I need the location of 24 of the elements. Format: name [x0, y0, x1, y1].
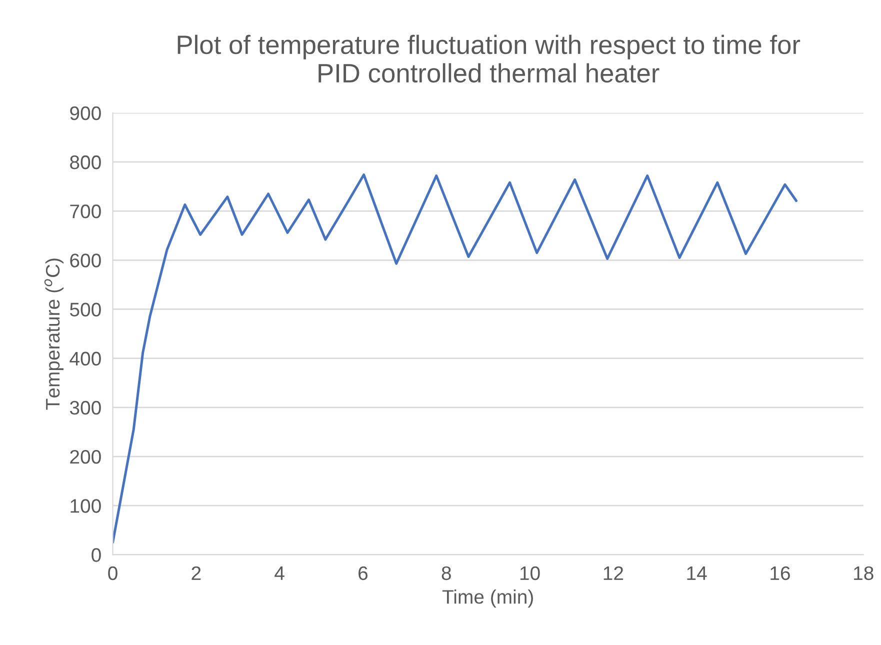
chart-title: Plot of temperature fluctuation with respect to time for PID controlled thermal heater [178, 34, 800, 83]
x-tick-label: 16 [770, 566, 790, 580]
x-tick-label: 4 [274, 566, 284, 580]
x-tick-label: 12 [604, 566, 624, 580]
y-tick-label: 100 [70, 499, 101, 513]
y-tick-label: 800 [70, 155, 101, 170]
y-tick-label: 600 [70, 254, 101, 268]
y-tick-label: 200 [70, 450, 101, 464]
y-tick-label: 700 [70, 204, 101, 218]
y-tick-label: 500 [70, 302, 101, 316]
x-axis-title: Time (min) [442, 589, 533, 608]
x-tick-label: 18 [854, 566, 874, 580]
y-tick-label: 300 [70, 400, 101, 415]
y-tick-label: 0 [92, 548, 101, 562]
x-tick-label: 0 [108, 566, 118, 580]
y-axis-title: Temperature ($^{o}$C) [44, 258, 64, 410]
x-tick-label: 10 [520, 566, 540, 580]
x-tick-label: 14 [687, 566, 707, 580]
line-series [112, 173, 798, 544]
x-tick-label: 2 [192, 566, 201, 580]
y-tick-label: 900 [70, 106, 101, 120]
x-tick-label: 8 [442, 566, 451, 580]
y-tick-label: 400 [70, 352, 101, 366]
x-tick-label: 6 [358, 566, 368, 580]
